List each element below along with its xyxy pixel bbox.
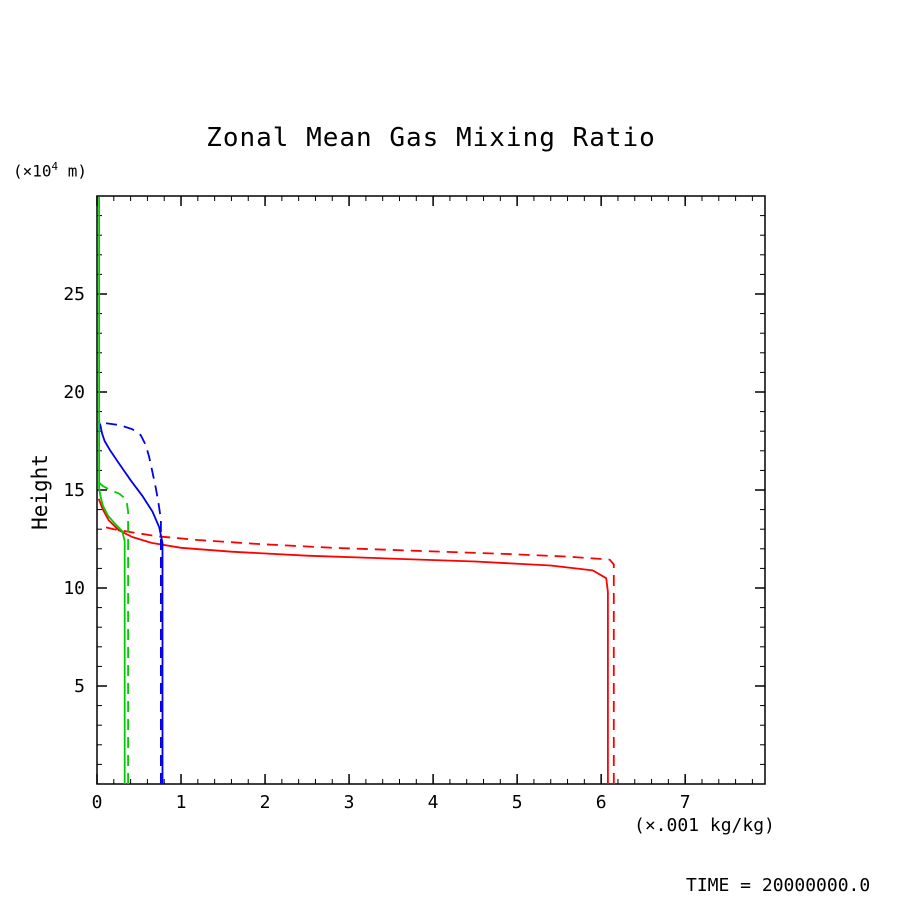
x-tick-label: 3 — [344, 792, 355, 813]
x-tick-labels: 0 1 2 3 4 5 6 7 — [92, 792, 691, 813]
y-unit-exponent: 4 — [51, 160, 59, 173]
x-tick-label: 6 — [596, 792, 607, 813]
series-green-solid — [98, 197, 126, 784]
series-red-solid — [97, 498, 609, 784]
series-red-dashed — [105, 526, 615, 784]
y-tick-label: 5 — [74, 676, 85, 697]
series-blue-solid — [97, 421, 164, 784]
time-stamp: TIME = 20000000.0 — [686, 875, 871, 896]
y-axis-title: Height — [28, 454, 52, 530]
y-tick-label: 15 — [63, 480, 85, 501]
plot-frame — [96, 195, 766, 785]
x-axis-unit-label: (×.001 kg/kg) — [634, 815, 775, 836]
x-tick-label: 2 — [260, 792, 271, 813]
major-ticks — [96, 196, 765, 784]
x-tick-label: 5 — [512, 792, 523, 813]
chart-title: Zonal Mean Gas Mixing Ratio — [206, 123, 656, 153]
y-axis-unit-label: (×104 m) — [13, 160, 87, 180]
y-tick-label: 25 — [63, 284, 85, 305]
series-green-dashed — [98, 482, 130, 784]
series-blue-dashed — [101, 421, 162, 784]
y-tick-label: 20 — [63, 382, 85, 403]
x-tick-label: 0 — [92, 792, 103, 813]
y-unit-prefix: (×10 — [13, 161, 52, 181]
y-unit-suffix: m) — [58, 161, 87, 181]
y-tick-label: 10 — [63, 578, 85, 599]
minor-ticks — [96, 195, 765, 785]
y-tick-labels: 5 10 15 20 25 — [63, 284, 85, 697]
x-tick-label: 1 — [176, 792, 187, 813]
x-tick-label: 4 — [428, 792, 439, 813]
x-tick-label: 7 — [680, 792, 691, 813]
